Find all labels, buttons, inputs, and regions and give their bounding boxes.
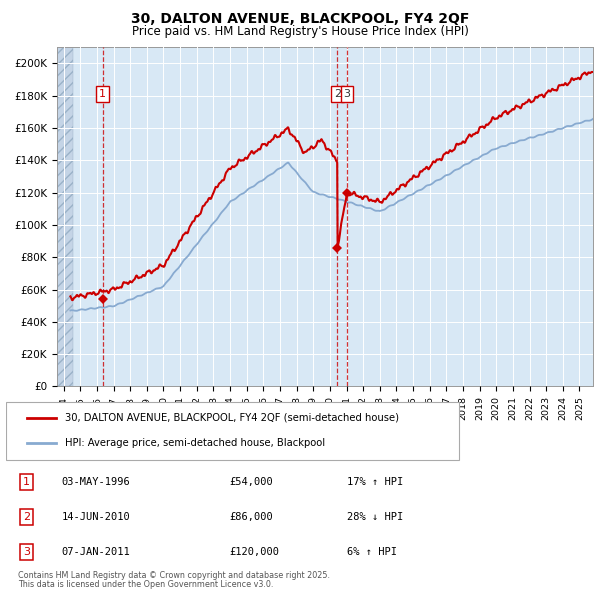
Text: 30, DALTON AVENUE, BLACKPOOL, FY4 2QF (semi-detached house): 30, DALTON AVENUE, BLACKPOOL, FY4 2QF (s… [65,412,399,422]
Text: 1: 1 [23,477,30,487]
Text: This data is licensed under the Open Government Licence v3.0.: This data is licensed under the Open Gov… [18,580,273,589]
Text: 2: 2 [23,512,30,522]
Text: Contains HM Land Registry data © Crown copyright and database right 2025.: Contains HM Land Registry data © Crown c… [18,571,330,580]
Text: 6% ↑ HPI: 6% ↑ HPI [347,547,397,557]
Text: 3: 3 [23,547,30,557]
Text: 2: 2 [334,89,341,99]
Text: Price paid vs. HM Land Registry's House Price Index (HPI): Price paid vs. HM Land Registry's House … [131,25,469,38]
Text: 28% ↓ HPI: 28% ↓ HPI [347,512,403,522]
Text: 07-JAN-2011: 07-JAN-2011 [62,547,131,557]
FancyBboxPatch shape [6,402,459,460]
Text: 17% ↑ HPI: 17% ↑ HPI [347,477,403,487]
Text: £54,000: £54,000 [229,477,273,487]
Bar [57,47,73,386]
Text: 14-JUN-2010: 14-JUN-2010 [62,512,131,522]
Text: £86,000: £86,000 [229,512,273,522]
Text: 3: 3 [344,89,350,99]
Text: 30, DALTON AVENUE, BLACKPOOL, FY4 2QF: 30, DALTON AVENUE, BLACKPOOL, FY4 2QF [131,12,469,26]
Text: 1: 1 [99,89,106,99]
Text: £120,000: £120,000 [229,547,280,557]
Text: 03-MAY-1996: 03-MAY-1996 [62,477,131,487]
Text: HPI: Average price, semi-detached house, Blackpool: HPI: Average price, semi-detached house,… [65,438,325,448]
Bar [57,47,73,386]
